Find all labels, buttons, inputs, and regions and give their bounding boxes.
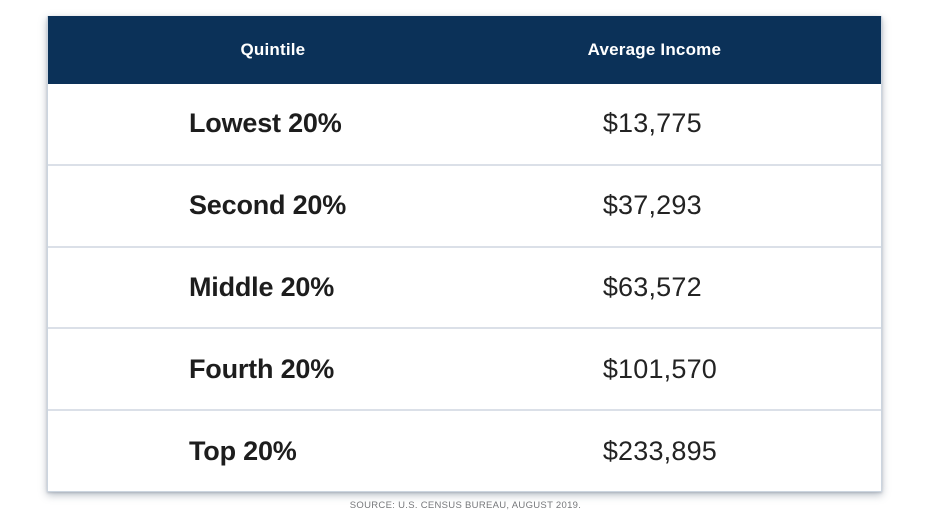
income-cell: $101,570 <box>602 353 718 384</box>
income-cell: $233,895 <box>602 435 718 466</box>
column-header-average-income: Average Income <box>587 40 722 59</box>
income-cell: $37,293 <box>602 190 702 221</box>
income-cell: $63,572 <box>602 271 702 302</box>
quintile-cell: Top 20% <box>189 435 297 466</box>
quintile-cell: Lowest 20% <box>189 108 342 139</box>
source-note: SOURCE: U.S. CENSUS BUREAU, AUGUST 2019. <box>349 500 582 511</box>
table-row: Fourth 20% $101,570 <box>48 327 881 409</box>
income-cell: $13,775 <box>602 108 702 139</box>
table-row: Middle 20% $63,572 <box>48 245 881 328</box>
table-header-row: Quintile Average Income <box>48 16 881 84</box>
quintile-cell: Fourth 20% <box>189 353 335 384</box>
quintile-cell: Second 20% <box>189 190 347 221</box>
table-row: Lowest 20% $13,775 <box>48 84 881 164</box>
column-header-quintile: Quintile <box>240 40 306 59</box>
table-body: Lowest 20% $13,775 Second 20% $37,293 Mi… <box>48 84 881 491</box>
quintile-cell: Middle 20% <box>189 271 335 302</box>
income-table-card: Quintile Average Income Lowest 20% $13,7… <box>47 16 882 492</box>
table-row: Top 20% $233,895 <box>48 409 881 491</box>
table-row: Second 20% $37,293 <box>48 163 881 246</box>
